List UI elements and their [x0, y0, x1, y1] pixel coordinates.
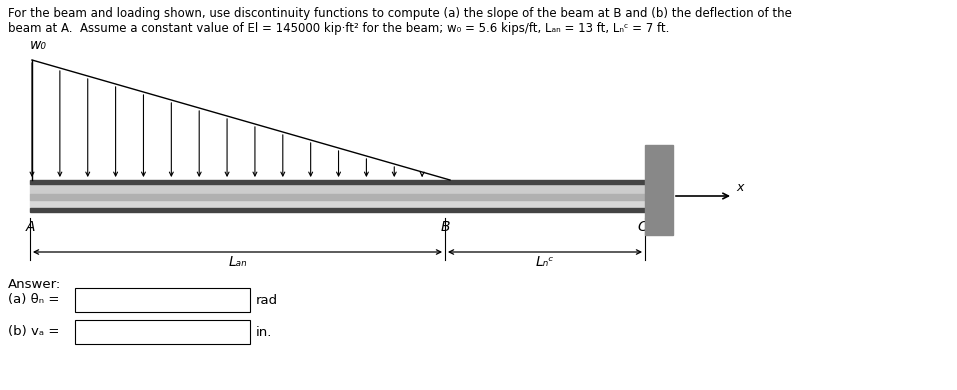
Text: (b) vₐ =: (b) vₐ =: [8, 326, 59, 339]
Text: A: A: [25, 220, 34, 234]
Text: Lₙᶜ: Lₙᶜ: [536, 255, 554, 269]
Bar: [30, 208, 645, 212]
Bar: [30, 200, 645, 208]
Bar: [645, 145, 673, 235]
Bar: [30, 184, 645, 194]
Text: C: C: [637, 220, 647, 234]
Text: beam at A.  Assume a constant value of El = 145000 kip·ft² for the beam; w₀ = 5.: beam at A. Assume a constant value of El…: [8, 22, 669, 35]
Text: x: x: [736, 181, 744, 194]
Text: in.: in.: [256, 326, 273, 339]
Text: B: B: [440, 220, 450, 234]
Text: rad: rad: [256, 294, 278, 307]
Text: (a) θₙ =: (a) θₙ =: [8, 294, 59, 307]
Bar: [75, 320, 250, 344]
Text: w₀: w₀: [30, 38, 47, 52]
Text: Lₐₙ: Lₐₙ: [228, 255, 247, 269]
Bar: [75, 288, 250, 312]
Bar: [30, 180, 645, 184]
Text: For the beam and loading shown, use discontinuity functions to compute (a) the s: For the beam and loading shown, use disc…: [8, 7, 791, 20]
Text: Answer:: Answer:: [8, 278, 61, 291]
Bar: [30, 194, 645, 200]
